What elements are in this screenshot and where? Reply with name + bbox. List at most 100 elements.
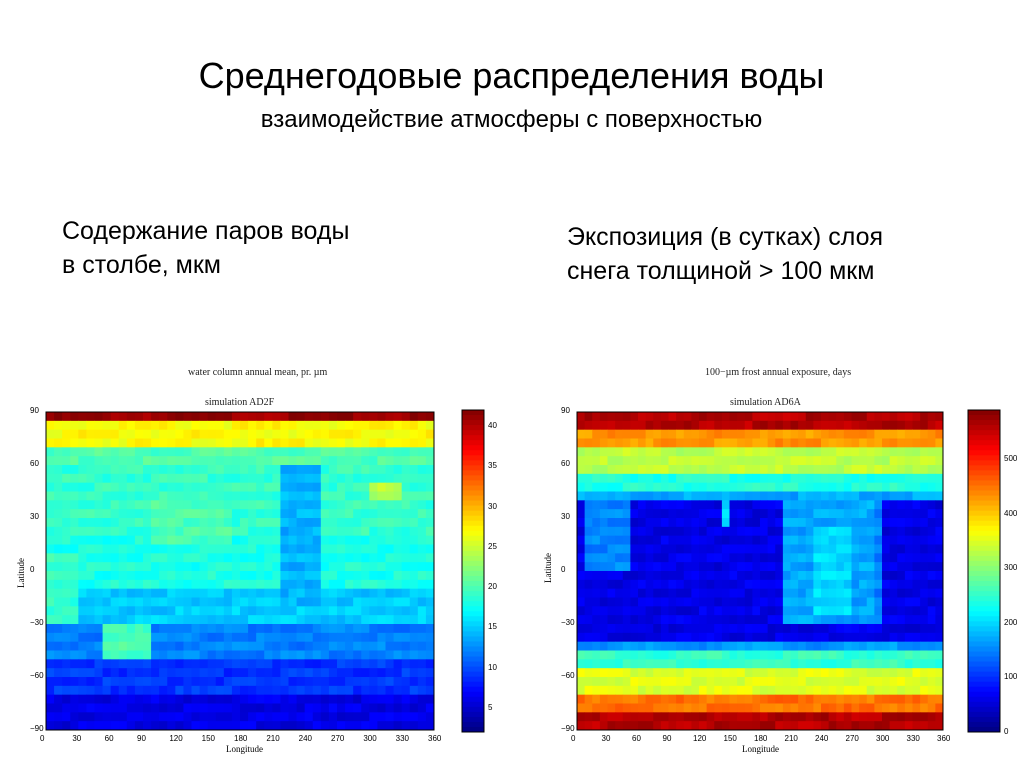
- heatmap-cell: [409, 606, 419, 616]
- heatmap-cell: [175, 412, 184, 422]
- heatmap-cell: [328, 429, 338, 439]
- heatmap-cell: [134, 606, 144, 616]
- heatmap-cell: [369, 685, 378, 696]
- heatmap-cell: [304, 650, 314, 660]
- heatmap-cell: [691, 518, 700, 528]
- heatmap-cell: [668, 482, 677, 492]
- heatmap-cell: [607, 588, 616, 598]
- heatmap-cell: [361, 429, 370, 439]
- heatmap-cell: [126, 579, 136, 590]
- heatmap-cell: [622, 553, 631, 563]
- heatmap-cell: [401, 509, 411, 519]
- heatmap-cell: [767, 579, 776, 590]
- heatmap-cell: [782, 703, 791, 713]
- colorbar-segment: [968, 716, 1000, 723]
- heatmap-cell: [813, 526, 822, 537]
- heatmap-cell: [851, 597, 860, 607]
- heatmap-cell: [70, 473, 79, 484]
- heatmap-cell: [782, 694, 791, 704]
- heatmap-cell: [78, 562, 87, 572]
- heatmap-cell: [118, 447, 128, 457]
- heatmap-cell: [821, 473, 830, 484]
- heatmap-cell: [78, 659, 87, 669]
- heatmap-cell: [859, 641, 868, 651]
- colorbar-segment: [462, 460, 484, 466]
- heatmap-cell: [70, 562, 79, 572]
- heatmap-cell: [134, 677, 144, 687]
- heatmap-cell: [337, 438, 346, 448]
- heatmap-cell: [714, 641, 723, 651]
- heatmap-cell: [897, 509, 906, 519]
- heatmap-cell: [102, 535, 112, 545]
- heatmap-cell: [143, 482, 152, 492]
- heatmap-cell: [345, 412, 354, 422]
- heatmap-cell: [920, 588, 929, 598]
- heatmap-cell: [345, 535, 354, 545]
- heatmap-cell: [660, 677, 669, 687]
- heatmap-cell: [653, 438, 662, 448]
- heatmap-cell: [577, 420, 586, 431]
- heatmap-cell: [729, 597, 738, 607]
- heatmap-cell: [821, 429, 830, 439]
- heatmap-cell: [836, 429, 845, 439]
- heatmap-cell: [729, 571, 738, 581]
- heatmap-cell: [615, 624, 624, 634]
- heatmap-cell: [207, 624, 217, 634]
- heatmap-cell: [70, 447, 79, 457]
- colorbar-tick-label: 300: [1004, 563, 1018, 573]
- colorbar-segment: [968, 455, 1000, 461]
- heatmap-cell: [288, 420, 297, 431]
- heatmap-cell: [851, 721, 860, 731]
- heatmap-cell: [223, 465, 233, 475]
- heatmap-cell: [312, 694, 322, 704]
- heatmap-cell: [851, 615, 860, 625]
- heatmap-cell: [706, 535, 715, 545]
- heatmap-cell: [231, 668, 241, 678]
- heatmap-cell: [240, 615, 249, 625]
- heatmap-cell: [256, 518, 265, 528]
- heatmap-cell: [836, 721, 845, 731]
- heatmap-cell: [714, 535, 723, 545]
- heatmap-cell: [272, 447, 281, 457]
- heatmap-cell: [78, 668, 87, 678]
- colorbar-segment: [462, 676, 484, 683]
- colorbar-segment: [462, 435, 484, 441]
- colorbar-segment: [462, 415, 484, 421]
- heatmap-cell: [328, 694, 338, 704]
- heatmap-cell: [312, 624, 322, 634]
- heatmap-cell: [231, 447, 241, 457]
- heatmap-cell: [312, 429, 322, 439]
- heatmap-cell: [126, 641, 136, 651]
- heatmap-cell: [729, 518, 738, 528]
- heatmap-cell: [296, 526, 306, 537]
- heatmap-cell: [851, 500, 860, 510]
- heatmap-cell: [607, 659, 616, 669]
- heatmap-cell: [70, 615, 79, 625]
- heatmap-cell: [126, 668, 136, 678]
- heatmap-cell: [721, 562, 730, 572]
- x-tick-label: 30: [601, 734, 611, 743]
- heatmap-cell: [622, 509, 631, 519]
- heatmap-cell: [126, 420, 136, 431]
- heatmap-cell: [94, 518, 103, 528]
- heatmap-cell: [828, 712, 837, 722]
- heatmap-cell: [296, 721, 306, 731]
- heatmap-cell: [821, 632, 830, 643]
- heatmap-cell: [706, 703, 715, 713]
- heatmap-cell: [409, 685, 419, 696]
- heatmap-cell: [134, 694, 144, 704]
- heatmap-cell: [927, 703, 936, 713]
- colorbar-tick-label: 35: [488, 461, 497, 471]
- heatmap-cell: [798, 535, 807, 545]
- heatmap-cell: [760, 491, 769, 501]
- heatmap-cell: [240, 641, 249, 651]
- heatmap-cell: [280, 491, 289, 501]
- heatmap-cell: [46, 456, 55, 466]
- heatmap-cell: [54, 526, 63, 537]
- heatmap-cell: [417, 562, 427, 572]
- heatmap-cell: [151, 703, 160, 713]
- heatmap-cell: [102, 677, 112, 687]
- heatmap-cell: [760, 473, 769, 484]
- heatmap-cell: [159, 571, 168, 581]
- colorbar-tick-label: 10: [488, 662, 497, 672]
